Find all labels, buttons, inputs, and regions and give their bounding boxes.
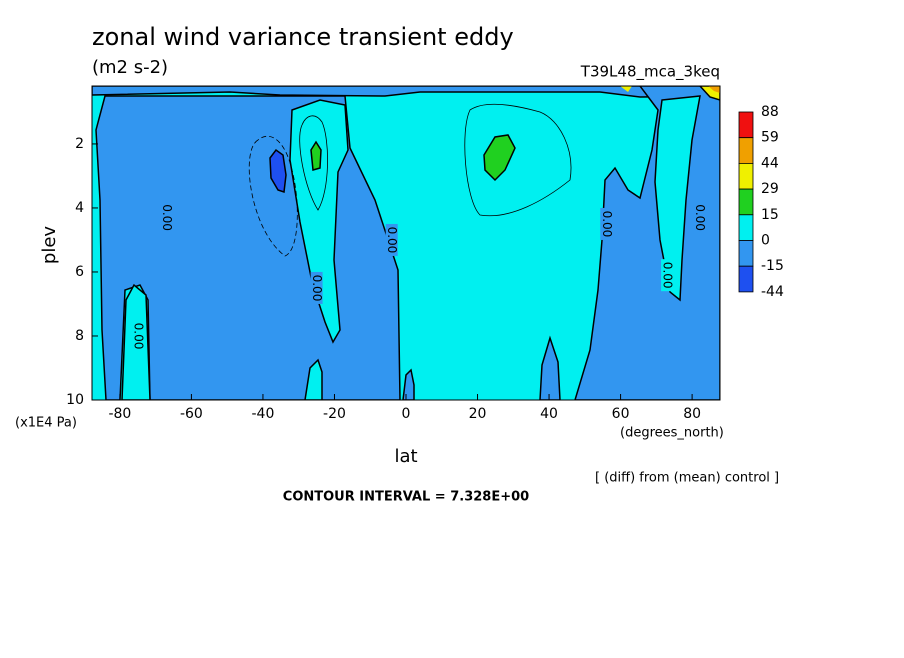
contour-label-bg	[131, 319, 144, 352]
x-tick-label: 20	[469, 406, 487, 422]
contour-region	[708, 86, 720, 93]
colorbar-label: 44	[761, 155, 779, 171]
contour-region	[304, 358, 323, 400]
colorbar-label: 29	[761, 181, 779, 197]
colorbar-label: -44	[761, 284, 784, 300]
x-tick-label: 40	[540, 406, 558, 422]
colorbar: 88 59 44 29 15 0 -15 -44	[738, 104, 784, 300]
x-tick-label: 80	[683, 406, 701, 422]
colorbar-label: -15	[761, 258, 784, 274]
contour-line	[299, 115, 328, 211]
colorbar-box	[738, 214, 754, 241]
contour-region	[310, 140, 322, 171]
colorbar-label: 15	[761, 207, 779, 223]
contour-region	[539, 335, 561, 400]
colorbar-label: 59	[761, 130, 779, 146]
run-label: T39L48_mca_3keq	[580, 63, 720, 82]
contour-label-bg	[385, 223, 398, 256]
contour-label-bg	[160, 201, 173, 234]
colorbar-box	[738, 188, 754, 216]
note: [ (diff) from (mean) control ]	[595, 471, 779, 486]
contour-label-bg	[600, 207, 613, 240]
y-tick-label: 10	[66, 392, 84, 408]
contour-region	[402, 368, 415, 400]
x-tick-label: -20	[323, 406, 346, 422]
colorbar-label: 88	[761, 104, 779, 120]
contour-label-bg	[661, 259, 674, 292]
contour-label-bg	[693, 201, 706, 234]
contour-region	[269, 148, 287, 194]
chart-title: zonal wind variance transient eddy	[92, 23, 514, 51]
contour-label: 0.00	[131, 323, 145, 350]
colorbar-box	[738, 265, 754, 293]
colorbar-box	[738, 162, 754, 190]
contour-fills: 0.00 0.00 0.00 0.00 0.00 0.00 0.00	[92, 86, 720, 400]
contour-label: 0.00	[661, 262, 675, 289]
y-axis-label: plev	[39, 226, 60, 265]
colorbar-box	[738, 111, 754, 139]
y-tick-label: 2	[75, 136, 84, 152]
y-tick-label: 8	[75, 328, 84, 344]
contour-region	[620, 86, 632, 92]
x-tick-label: -80	[108, 406, 131, 422]
x-tick-label: -60	[180, 406, 203, 422]
contour-region	[289, 99, 349, 344]
y-tick-label: 6	[75, 264, 84, 280]
contour-label: 0.00	[385, 227, 399, 254]
axes: -80 -60 -40 -20 0 20 40 60 80 2 4 6 8 10	[66, 85, 721, 422]
x-tick-label: -40	[252, 406, 275, 422]
contour-label-bg	[310, 271, 323, 304]
contour-label: 0.00	[600, 211, 614, 238]
contour-label: 0.00	[160, 204, 174, 231]
x-axis-unit: (degrees_north)	[620, 426, 724, 441]
x-axis-label: lat	[394, 446, 417, 467]
colorbar-box	[738, 240, 754, 267]
plot-area: 0.00 0.00 0.00 0.00 0.00 0.00 0.00	[92, 86, 720, 400]
y-tick-label: 4	[75, 200, 84, 216]
contour-line	[248, 135, 298, 257]
colorbar-label: 0	[761, 233, 770, 249]
contour-region	[92, 86, 720, 98]
chart-subtitle: (m2 s-2)	[92, 57, 168, 78]
contour-region	[654, 95, 701, 302]
contour-line	[464, 104, 572, 217]
contour-label: 0.00	[693, 204, 707, 231]
contour-interval: CONTOUR INTERVAL = 7.328E+00	[283, 490, 529, 505]
contour-label: 0.00	[310, 275, 324, 302]
x-tick-label: 0	[402, 406, 411, 422]
colorbar-box	[738, 137, 754, 164]
x-tick-label: 60	[612, 406, 630, 422]
y-axis-unit: (x1E4 Pa)	[15, 416, 77, 431]
contour-region	[483, 134, 516, 182]
